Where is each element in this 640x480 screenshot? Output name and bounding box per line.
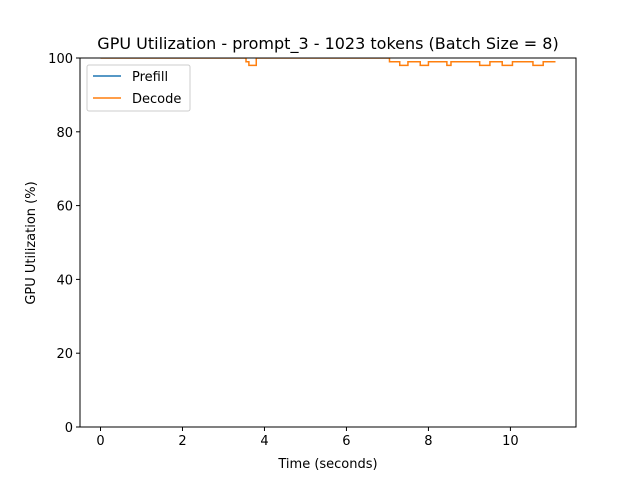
x-axis-label: Time (seconds) bbox=[277, 457, 377, 472]
chart-title: GPU Utilization - prompt_3 - 1023 tokens… bbox=[97, 34, 558, 54]
y-tick-label: 60 bbox=[56, 200, 73, 215]
y-tick-label: 20 bbox=[56, 347, 73, 362]
legend-label-decode: Decode bbox=[132, 92, 181, 107]
series-line-decode bbox=[100, 58, 556, 67]
x-tick-label: 8 bbox=[424, 434, 432, 449]
x-tick-label: 0 bbox=[96, 434, 104, 449]
x-tick-label: 4 bbox=[260, 434, 268, 449]
y-tick-label: 80 bbox=[56, 126, 73, 141]
y-tick-label: 40 bbox=[56, 273, 73, 288]
legend: Prefill Decode bbox=[86, 64, 191, 112]
series-layer bbox=[100, 58, 556, 67]
y-tick-label: 0 bbox=[65, 421, 73, 436]
x-axis: 0 2 4 6 8 10 bbox=[96, 427, 519, 449]
x-tick-label: 10 bbox=[502, 434, 519, 449]
y-axis: 0 20 40 60 80 100 bbox=[48, 52, 80, 436]
y-axis-label: GPU Utilization (%) bbox=[24, 181, 39, 304]
y-tick-label: 100 bbox=[48, 52, 73, 67]
x-tick-label: 2 bbox=[178, 434, 186, 449]
legend-label-prefill: Prefill bbox=[132, 70, 168, 85]
plot-frame bbox=[79, 57, 577, 428]
x-tick-label: 6 bbox=[342, 434, 350, 449]
